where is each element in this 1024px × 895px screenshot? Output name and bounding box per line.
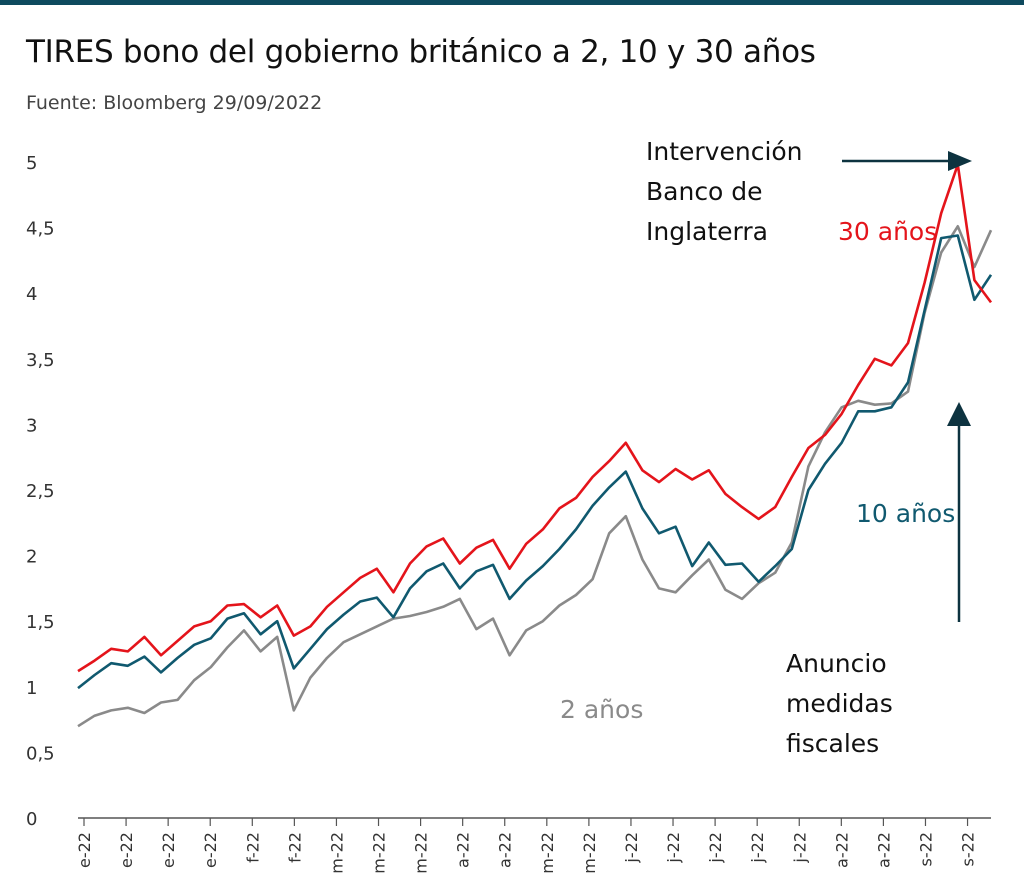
x-tick-label: m-22: [412, 832, 431, 874]
boe-annotation-line: Intervención: [646, 137, 803, 166]
x-axis: e-22 e-22 e-22 e-22 f-22 f-22 m-22 m-22 m-22 a-22…: [75, 817, 991, 874]
x-tick-label: m-22: [370, 832, 389, 874]
series-line-30-años: [77, 163, 993, 673]
fiscal-arrow-head: [947, 402, 971, 426]
y-tick-label: 5: [26, 153, 37, 174]
x-tick-label: j-22: [622, 832, 641, 864]
annotations: Intervención Banco de Inglaterra Anuncio med…: [646, 137, 972, 758]
series-lines: [77, 163, 993, 728]
y-tick-label: 2: [26, 547, 37, 568]
series-labels: 30 años 10 años 2 años: [560, 217, 955, 724]
y-tick-label: 3,5: [26, 350, 55, 371]
chart-source: Fuente: Bloomberg 29/09/2022: [26, 92, 323, 114]
x-tick-label: e-22: [117, 832, 136, 868]
chart-title: TIRES bono del gobierno británico a 2, 1…: [26, 34, 816, 70]
x-tick-label: a-22: [454, 832, 473, 868]
x-tick-label: j-22: [664, 832, 683, 864]
boe-annotation-line: Inglaterra: [646, 217, 768, 246]
x-tick-label: m-22: [538, 832, 557, 874]
x-tick-label: j-22: [748, 832, 767, 864]
x-tick-label: a-22: [832, 832, 851, 868]
x-tick-label: m-22: [580, 832, 599, 874]
y-tick-label: 0,5: [26, 743, 55, 764]
boe-annotation-line: Banco de: [646, 177, 763, 206]
y-tick-label: 4: [26, 284, 37, 305]
fiscal-annotation-line: Anuncio: [786, 649, 887, 678]
y-tick-label: 0: [26, 809, 37, 830]
series-line-2-años: [77, 225, 993, 728]
x-tick-label: f-22: [243, 832, 262, 863]
series-label: 10 años: [856, 499, 955, 528]
x-tick-label: a-22: [496, 832, 515, 868]
top-accent-rule: [0, 0, 1024, 5]
x-tick-label: s-22: [959, 832, 978, 866]
x-tick-label: j-22: [706, 832, 725, 864]
x-tick-label: m-22: [327, 832, 346, 874]
y-tick-label: 2,5: [26, 481, 55, 502]
boe-arrow-head: [948, 151, 972, 171]
series-label: 30 años: [838, 217, 937, 246]
series-line-10-años: [77, 234, 993, 690]
x-tick-label: s-22: [916, 832, 935, 866]
x-tick-label: a-22: [874, 832, 893, 868]
y-tick-label: 3: [26, 415, 37, 436]
y-tick-label: 1,5: [26, 612, 55, 633]
series-label: 2 años: [560, 695, 643, 724]
x-tick-label: j-22: [790, 832, 809, 864]
y-tick-label: 4,5: [26, 219, 55, 240]
x-tick-label: e-22: [159, 832, 178, 868]
y-tick-label: 1: [26, 678, 37, 699]
y-axis: 0 0,5 1 1,5 2 2,5 3 3,5 4 4,5 5: [26, 153, 55, 830]
fiscal-annotation-line: fiscales: [786, 729, 879, 758]
x-tick-label: f-22: [285, 832, 304, 863]
x-tick-label: e-22: [201, 832, 220, 868]
fiscal-annotation-line: medidas: [786, 689, 893, 718]
x-tick-label: e-22: [75, 832, 94, 868]
